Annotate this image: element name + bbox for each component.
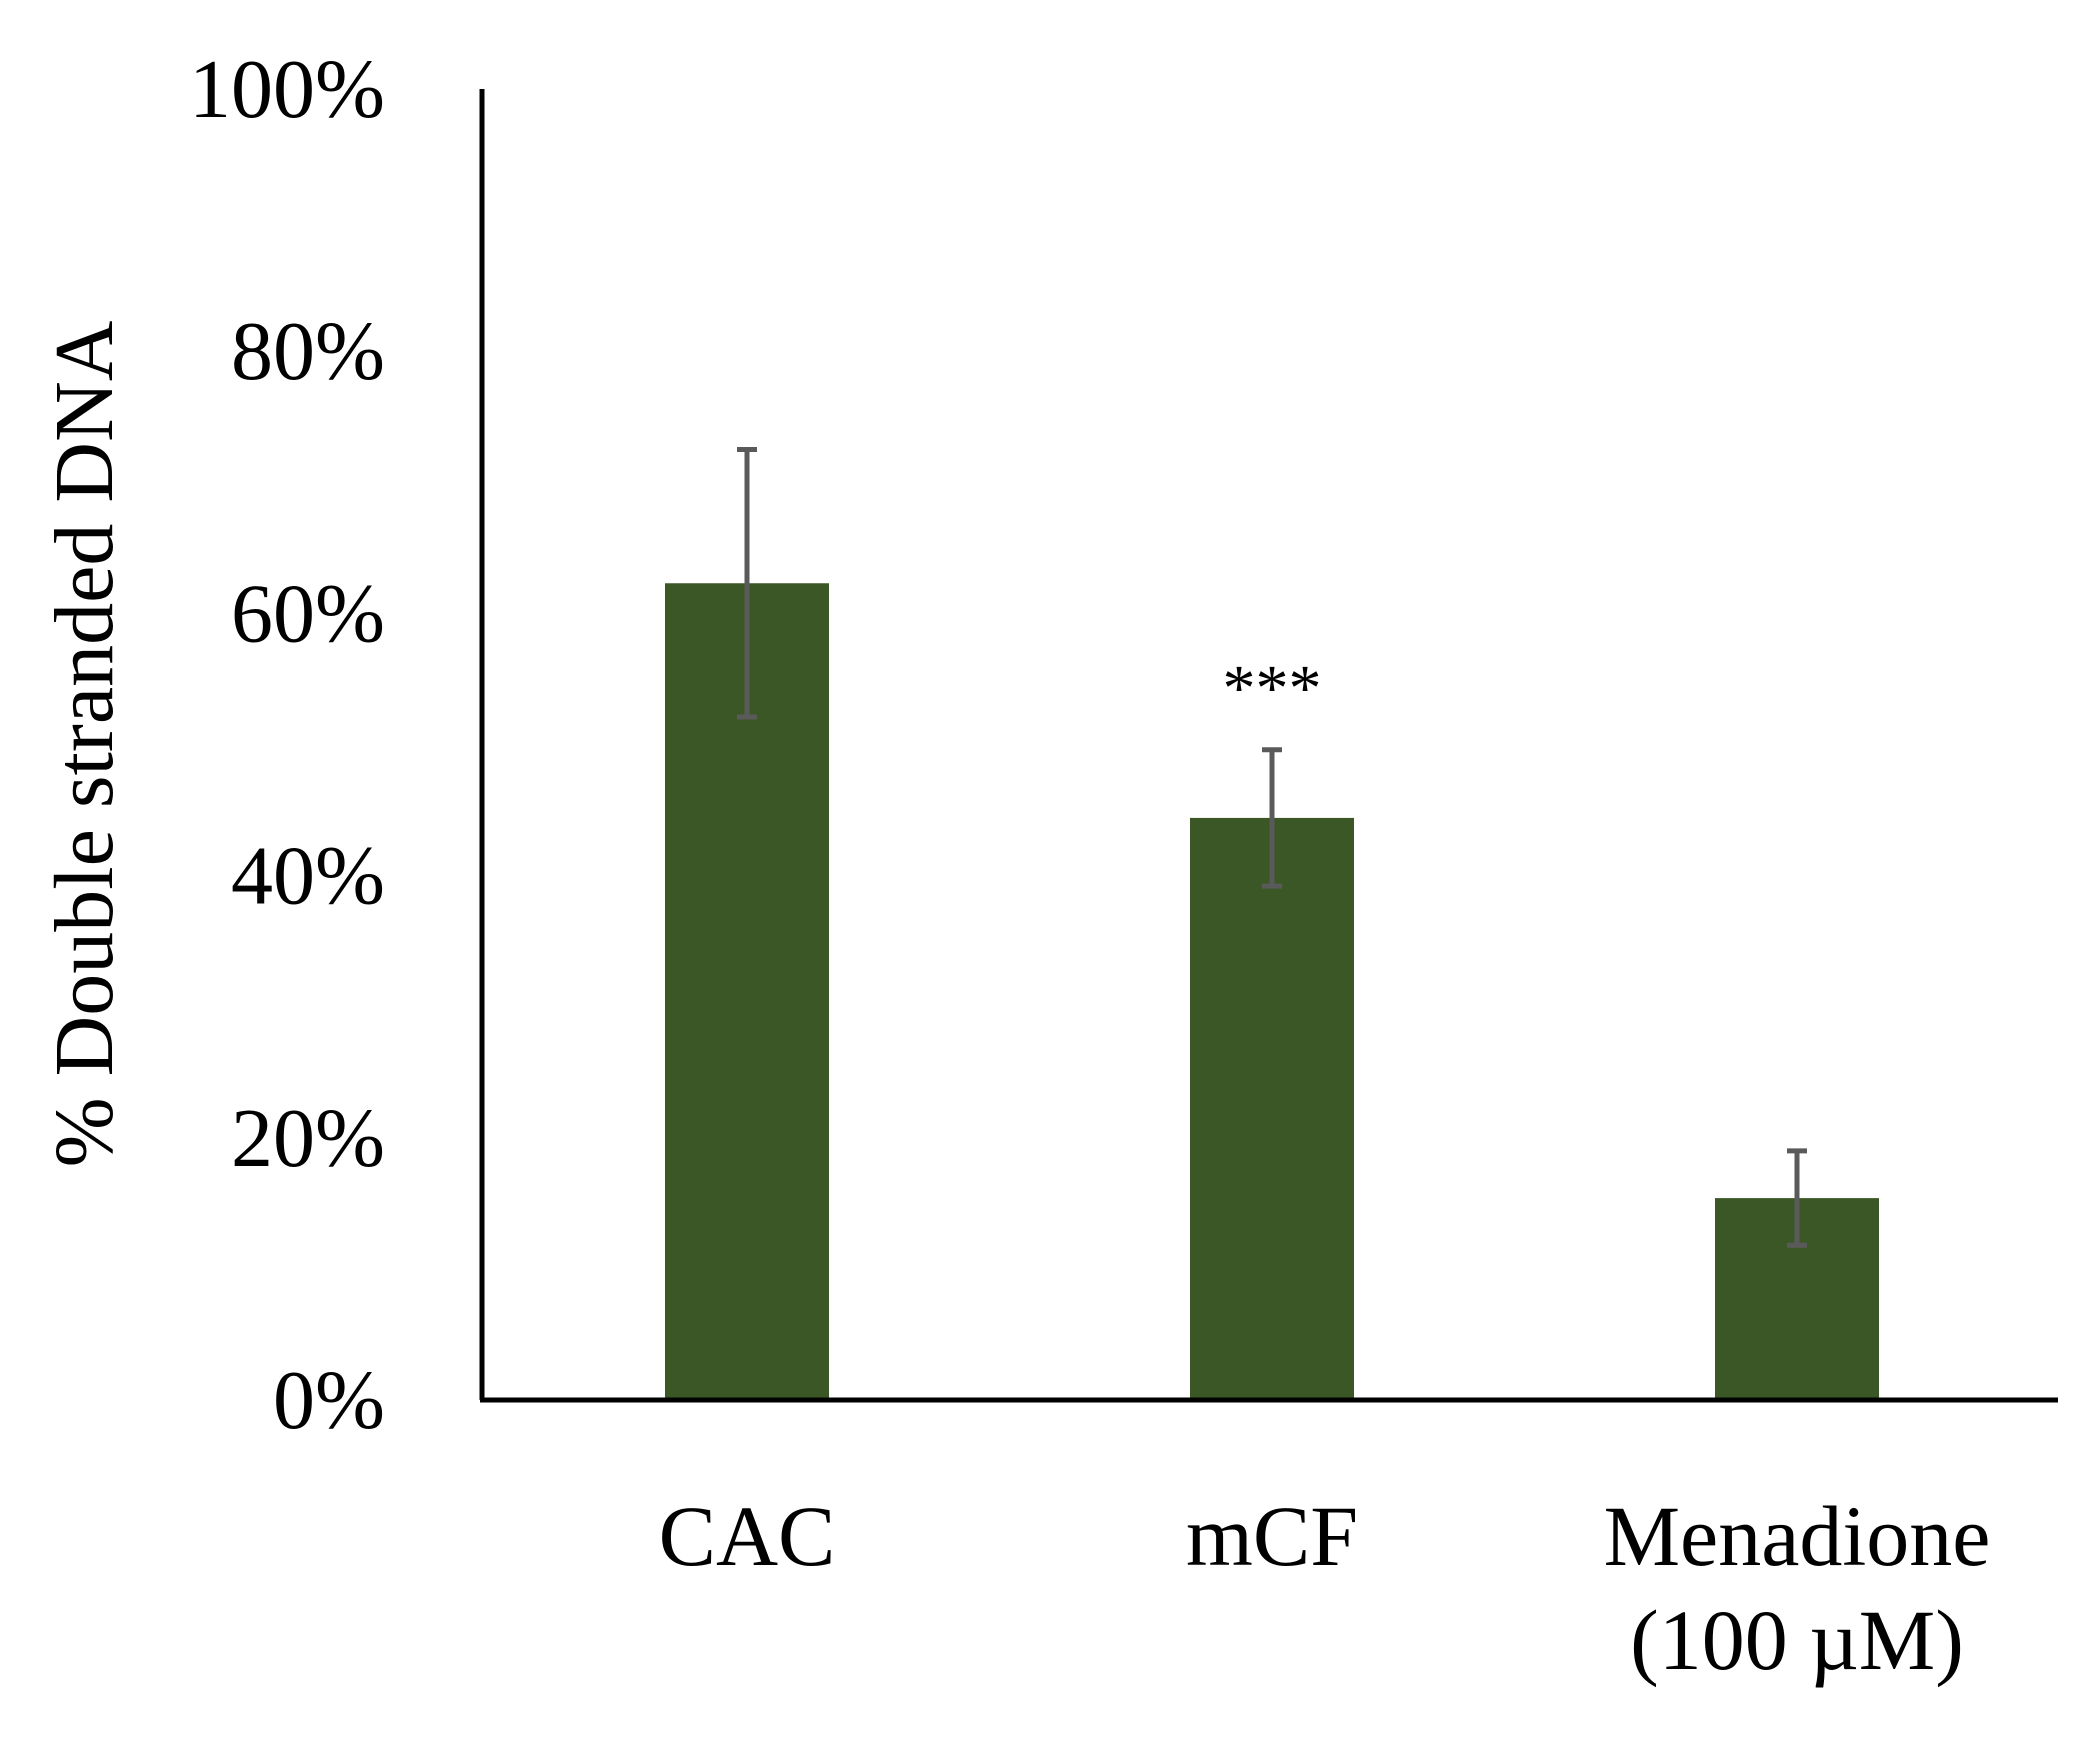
y-axis-title: % Double stranded DNA <box>38 320 131 1167</box>
x-category-label: Menadione <box>1604 1488 1991 1584</box>
y-axis-ticks: 0% 20% 40% 60% 80% 100% <box>189 43 385 1447</box>
bar-1 <box>1190 817 1354 1400</box>
error-bar-2 <box>1787 1148 1807 1248</box>
error-bars-group <box>737 447 1807 1248</box>
y-tick-label: 0% <box>273 1354 385 1447</box>
x-category-label: (100 µM) <box>1630 1592 1964 1688</box>
error-bar-0 <box>737 447 757 720</box>
y-tick-label: 100% <box>189 43 385 136</box>
y-axis-title-group: % Double stranded DNA <box>38 320 131 1167</box>
x-category-label: CAC <box>659 1488 836 1584</box>
y-tick-label: 20% <box>231 1092 385 1185</box>
axes-group <box>479 89 2058 1403</box>
x-axis-category-labels: CAC mCF Menadione(100 µM) <box>659 1488 1991 1688</box>
error-bar-1 <box>1262 747 1282 889</box>
y-tick-label: 80% <box>231 305 385 398</box>
significance-label: *** <box>1223 652 1322 725</box>
y-tick-label: 40% <box>231 830 385 923</box>
annotations-group: *** <box>1223 652 1322 725</box>
x-category-label: mCF <box>1186 1488 1358 1584</box>
y-tick-label: 60% <box>231 567 385 660</box>
